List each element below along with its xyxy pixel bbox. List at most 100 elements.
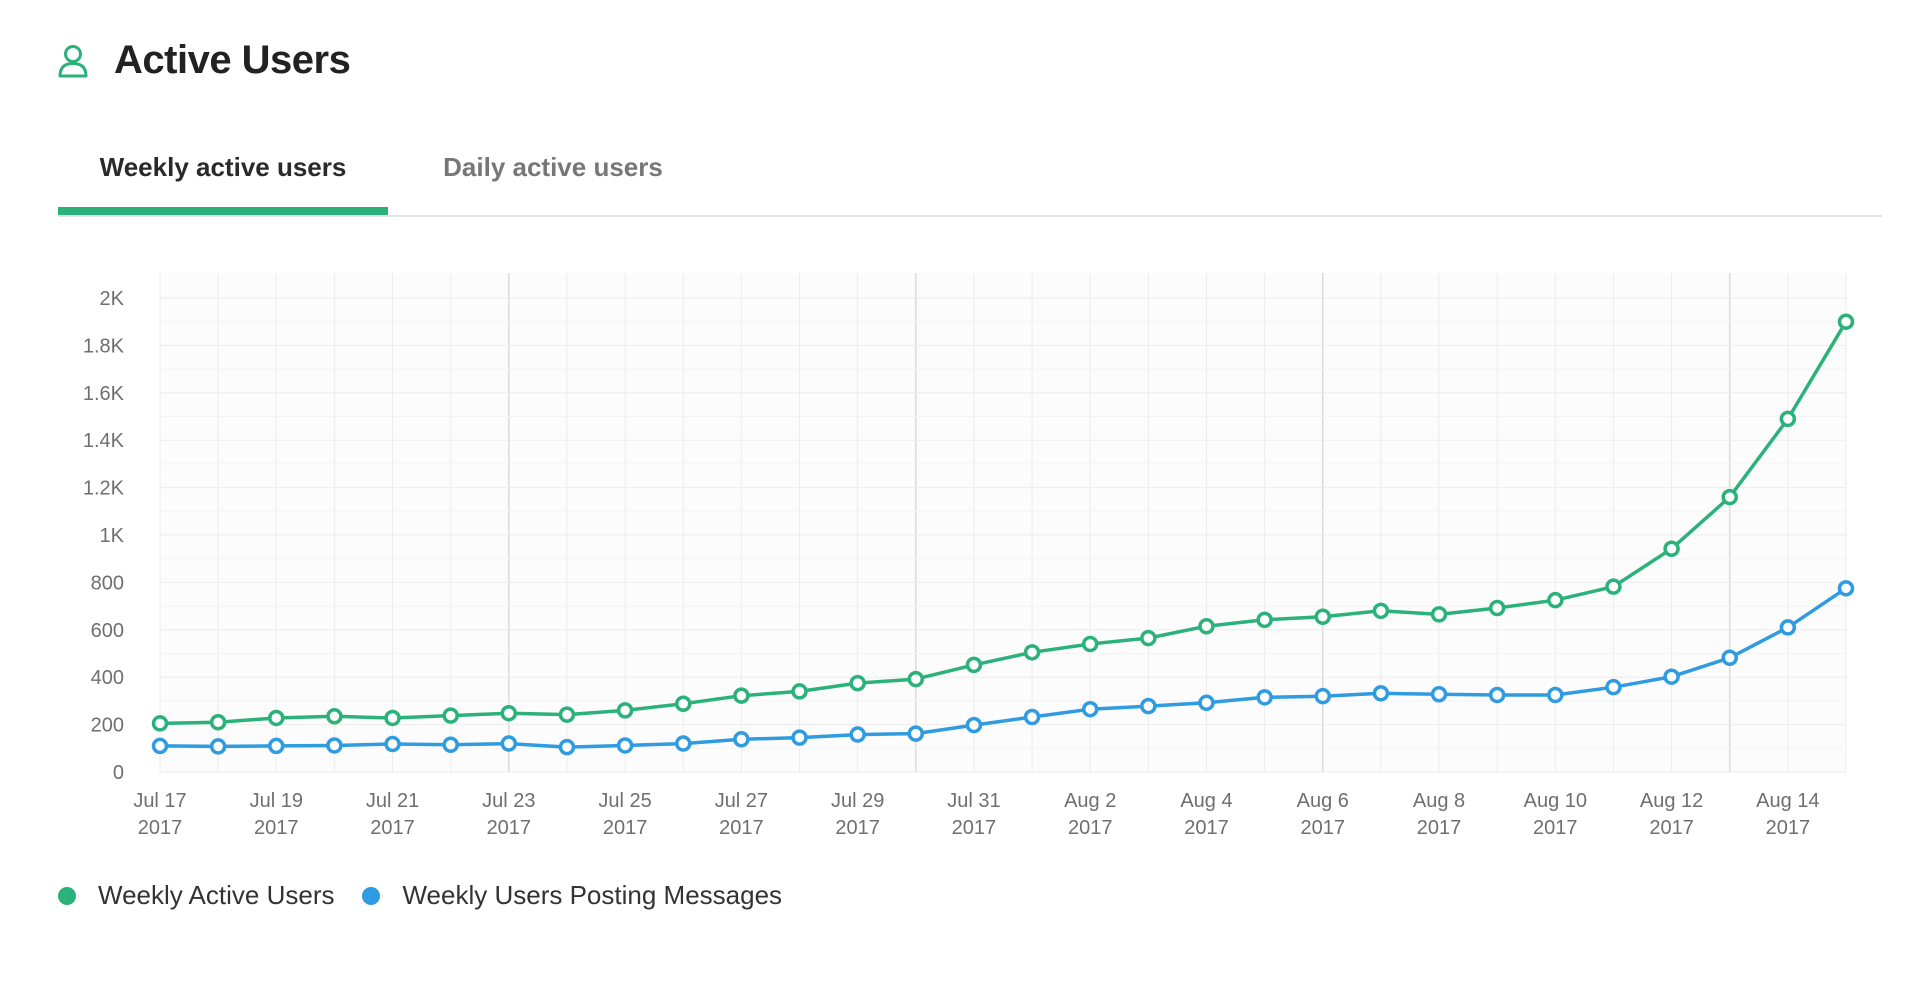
y-tick-label: 200 — [91, 715, 124, 737]
x-tick-label: Jul 21 — [366, 790, 419, 812]
data-point — [1023, 644, 1041, 661]
data-point — [442, 736, 459, 753]
x-tick-year: 2017 — [1417, 817, 1462, 839]
legend-label: Weekly Users Posting Messages — [402, 880, 783, 910]
data-point — [151, 715, 169, 732]
data-point — [151, 737, 169, 755]
x-tick-year: 2017 — [138, 817, 183, 839]
data-point — [849, 674, 866, 692]
x-tick-label: Jul 25 — [598, 790, 651, 812]
x-tick-year: 2017 — [1184, 817, 1229, 839]
x-tick-label: Jul 29 — [831, 790, 884, 812]
data-point — [1663, 668, 1680, 685]
y-tick-label: 600 — [91, 620, 124, 642]
page-title: Active Users — [114, 38, 351, 82]
x-tick-year: 2017 — [254, 817, 299, 839]
data-point — [209, 713, 227, 731]
data-point — [733, 731, 750, 748]
data-point — [1198, 694, 1215, 712]
x-tick-label: Jul 23 — [482, 790, 535, 812]
data-point — [1314, 687, 1332, 705]
data-point — [1430, 686, 1448, 703]
x-tick-year: 2017 — [603, 817, 648, 839]
data-point — [384, 709, 401, 727]
x-tick-year: 2017 — [487, 817, 532, 839]
plot-background — [160, 273, 1846, 772]
data-point — [268, 709, 285, 727]
data-point — [907, 670, 925, 688]
x-tick-label: Aug 10 — [1524, 790, 1587, 812]
data-point — [1081, 700, 1099, 718]
x-tick-year: 2017 — [1301, 817, 1346, 839]
data-point — [1488, 599, 1506, 617]
x-tick-label: Aug 8 — [1413, 790, 1465, 812]
x-tick-label: Aug 4 — [1180, 790, 1232, 812]
x-tick-year: 2017 — [1068, 817, 1113, 839]
y-tick-label: 1.2K — [83, 478, 125, 500]
data-point — [1198, 617, 1215, 635]
data-point — [1547, 591, 1564, 609]
legend-item-weekly-active-users[interactable]: Weekly Active Users — [58, 880, 334, 911]
data-point — [791, 729, 808, 746]
data-point — [209, 738, 227, 755]
user-icon — [58, 44, 88, 77]
x-tick-label: Jul 31 — [947, 790, 1000, 812]
data-point — [384, 735, 401, 753]
tab-weekly-active-users[interactable]: Weekly active users — [58, 145, 388, 215]
x-tick-year: 2017 — [1533, 817, 1578, 839]
x-tick-year: 2017 — [370, 817, 415, 839]
data-point — [1721, 649, 1738, 667]
data-point — [326, 708, 343, 725]
data-point — [268, 737, 285, 755]
data-point — [1547, 686, 1564, 704]
data-point — [1430, 606, 1448, 623]
data-point — [733, 687, 750, 704]
x-tick-year: 2017 — [835, 817, 880, 839]
data-point — [674, 695, 692, 712]
series-line-weekly-users-posting — [158, 586, 1848, 749]
y-tick-label: 0 — [113, 762, 124, 784]
x-tick-label: Aug 6 — [1297, 790, 1349, 812]
data-point — [1256, 689, 1273, 706]
data-point — [1140, 629, 1157, 647]
chart-legend: Weekly Active Users Weekly Users Posting… — [58, 880, 810, 911]
data-point — [1837, 313, 1855, 330]
y-tick-label: 2K — [100, 288, 125, 310]
data-point — [1372, 602, 1390, 620]
data-point — [965, 656, 983, 674]
data-point — [1779, 410, 1797, 428]
data-point — [1372, 685, 1390, 702]
y-tick-label: 800 — [91, 572, 124, 594]
x-tick-year: 2017 — [1649, 817, 1694, 839]
data-point — [1837, 580, 1855, 597]
data-point — [1779, 619, 1797, 636]
data-point — [1023, 708, 1041, 726]
data-point — [849, 726, 866, 743]
y-tick-label: 1.8K — [83, 335, 125, 357]
data-point — [1140, 697, 1157, 715]
data-point — [1081, 635, 1099, 653]
data-point — [1488, 686, 1506, 704]
data-point — [326, 737, 343, 754]
data-point — [1605, 678, 1622, 696]
data-point — [907, 725, 925, 742]
x-tick-year: 2017 — [719, 817, 764, 839]
active-users-chart: 0 200 400 600 800 1K 1.2K 1.4K 1.6K 1.8K 2K Jul 17 2… — [83, 273, 1855, 839]
series-line-weekly-active-users — [158, 319, 1848, 726]
data-point — [558, 706, 576, 723]
data-point — [1256, 611, 1273, 629]
data-point — [1721, 488, 1738, 506]
x-tick-year: 2017 — [1766, 817, 1811, 839]
x-tick-label: Aug 12 — [1640, 790, 1703, 812]
x-tick-label: Aug 2 — [1064, 790, 1116, 812]
y-tick-label: 1K — [100, 525, 125, 547]
legend-item-weekly-users-posting[interactable]: Weekly Users Posting Messages — [362, 880, 782, 911]
tab-daily-active-users[interactable]: Daily active users — [443, 152, 663, 182]
data-point — [1314, 608, 1332, 626]
data-point — [616, 702, 634, 719]
page-header: Active Users — [58, 38, 351, 83]
y-tick-label: 1.6K — [83, 383, 125, 405]
data-point — [442, 707, 459, 724]
data-point — [1605, 578, 1622, 595]
legend-dot-green — [58, 886, 76, 905]
